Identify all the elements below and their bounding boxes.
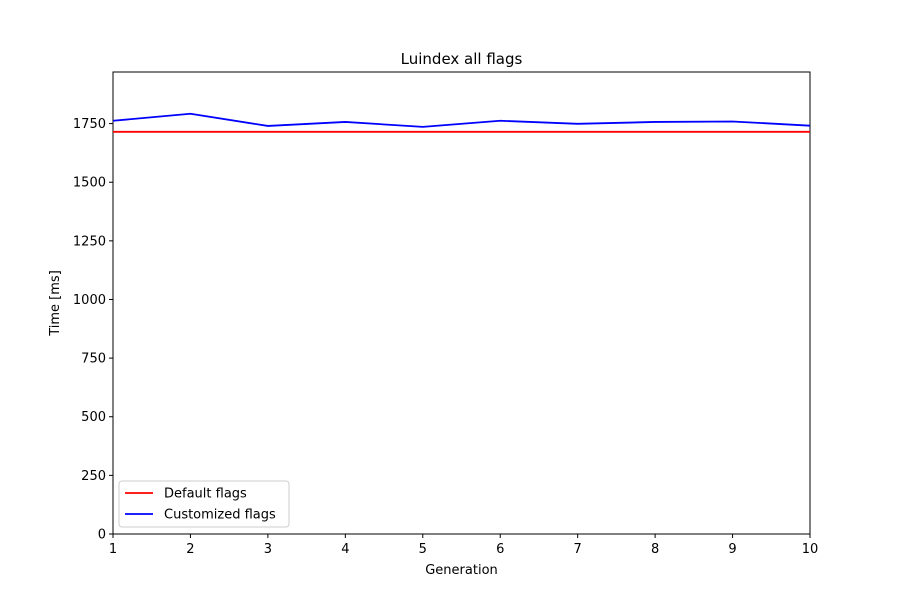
y-tick-label: 1250 xyxy=(73,234,106,249)
legend: Default flags Customized flags xyxy=(118,480,290,528)
x-axis-label: Generation xyxy=(425,563,498,578)
plot-area xyxy=(112,71,811,535)
y-tick-label: 1000 xyxy=(73,293,106,308)
legend-label-2: Customized flags xyxy=(164,508,276,523)
ticks-layer: 1 2 3 4 5 6 7 8 9 10 0 250 500 750 1000 1250 1500 1750 xyxy=(73,117,818,557)
legend-box xyxy=(118,480,290,528)
x-tick-label: 4 xyxy=(341,542,349,557)
y-tick-label: 0 xyxy=(98,528,106,543)
y-tick-label: 500 xyxy=(81,410,106,425)
series-layer xyxy=(112,112,811,133)
x-tick-label: 7 xyxy=(574,542,582,557)
y-tick-label: 1750 xyxy=(73,117,106,132)
y-tick-label: 1500 xyxy=(73,176,106,191)
x-tick-label: 9 xyxy=(728,542,736,557)
x-tick-label: 1 xyxy=(109,542,117,557)
plot-frame xyxy=(112,71,811,535)
legend-label-1: Default flags xyxy=(164,487,247,502)
x-tick-label: 8 xyxy=(651,542,659,557)
x-tick-label: 3 xyxy=(264,542,272,557)
x-tick-label: 6 xyxy=(496,542,504,557)
chart-title: Luindex all flags xyxy=(401,50,523,68)
x-tick-label: 5 xyxy=(419,542,427,557)
y-tick-label: 250 xyxy=(81,469,106,484)
x-tick-label: 2 xyxy=(186,542,194,557)
plot-background xyxy=(113,72,810,534)
x-tick-label: 10 xyxy=(802,542,819,557)
y-axis-label: Time [ms] xyxy=(48,270,63,337)
series-line-2 xyxy=(112,112,811,128)
y-tick-label: 750 xyxy=(81,352,106,367)
